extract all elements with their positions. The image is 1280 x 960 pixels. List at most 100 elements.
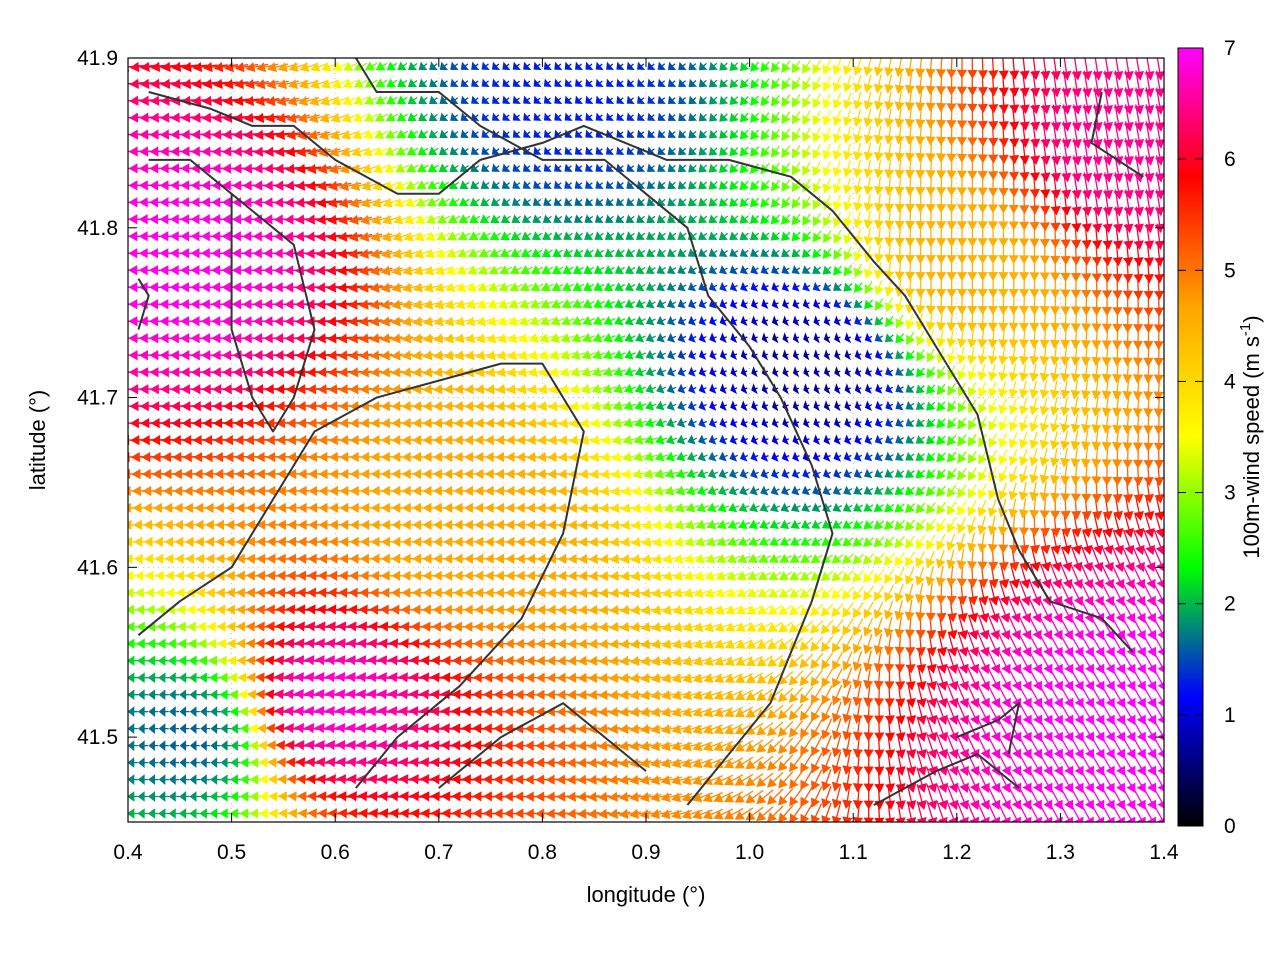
wind-arrow xyxy=(810,735,823,757)
wind-arrow xyxy=(1008,597,1021,624)
wind-arrow xyxy=(735,672,753,683)
wind-arrow xyxy=(956,699,969,725)
wind-arrow xyxy=(916,699,927,725)
wind-arrow xyxy=(894,616,905,639)
x-tick-label: 0.5 xyxy=(217,841,246,864)
wind-arrow xyxy=(863,650,874,673)
x-tick-label: 0.7 xyxy=(424,841,453,864)
wind-arrow xyxy=(821,652,834,670)
wind-arrow xyxy=(799,637,814,651)
colorbar-title-close: ) xyxy=(1239,315,1264,322)
wind-arrow xyxy=(800,803,813,822)
y-tick-label: 41.8 xyxy=(77,217,118,240)
wind-arrow xyxy=(883,616,894,638)
wind-arrow xyxy=(745,689,764,701)
wind-arrow xyxy=(821,701,833,723)
wind-arrow xyxy=(723,774,744,786)
wind-arrow xyxy=(148,757,159,768)
wind-arrow xyxy=(810,752,823,774)
wind-arrow xyxy=(927,665,938,691)
wind-arrow xyxy=(842,651,853,672)
wind-arrow xyxy=(926,716,938,743)
wind-arrow xyxy=(967,631,979,658)
wind-arrow xyxy=(189,723,200,734)
wind-arrow xyxy=(946,767,959,794)
wind-arrow xyxy=(734,790,754,803)
wind-arrow xyxy=(936,665,948,691)
wind-arrow xyxy=(904,616,916,639)
wind-arrow xyxy=(852,700,863,724)
wind-arrow xyxy=(831,701,842,723)
wind-arrow xyxy=(778,804,794,822)
wind-arrow xyxy=(756,755,774,770)
colorbar-tick-label: 7 xyxy=(1224,37,1236,60)
wind-arrow xyxy=(831,635,844,653)
wind-arrow xyxy=(767,738,784,754)
wind-arrow xyxy=(832,651,843,671)
wind-arrow xyxy=(179,791,190,802)
wind-arrow xyxy=(788,720,804,738)
wind-arrow xyxy=(745,705,764,718)
wind-arrow xyxy=(756,621,773,632)
wind-arrow xyxy=(767,805,784,822)
wind-arrow xyxy=(757,605,773,615)
wind-arrow xyxy=(946,784,959,811)
wind-arrow xyxy=(179,723,190,734)
wind-arrow xyxy=(767,721,784,737)
wind-arrow xyxy=(128,689,138,700)
wind-arrow xyxy=(842,751,853,775)
wind-arrow xyxy=(147,655,160,666)
x-tick-label: 0.4 xyxy=(113,841,143,864)
wind-arrow xyxy=(210,740,221,751)
wind-arrow xyxy=(831,751,842,775)
wind-arrow xyxy=(703,622,722,632)
wind-arrow xyxy=(842,717,853,741)
wind-arrow xyxy=(789,737,804,755)
wind-arrow xyxy=(842,700,853,724)
wind-arrow xyxy=(831,734,842,758)
wind-arrow xyxy=(714,605,732,615)
wind-arrow xyxy=(745,739,764,752)
wind-arrow xyxy=(137,808,149,819)
wind-arrow xyxy=(735,605,752,615)
wind-arrow xyxy=(996,648,1011,675)
wind-arrow xyxy=(956,648,969,675)
wind-arrow xyxy=(778,771,794,789)
wind-arrow xyxy=(821,685,833,705)
wind-arrow xyxy=(724,690,743,701)
wind-arrow xyxy=(714,639,733,649)
wind-arrow xyxy=(746,622,763,632)
wind-arrow xyxy=(821,768,832,792)
wind-arrow xyxy=(734,756,754,769)
wind-arrow xyxy=(873,633,884,655)
wind-arrow xyxy=(778,621,793,633)
wind-arrow xyxy=(936,733,948,760)
wind-arrow xyxy=(756,789,774,805)
colorbar-tick-label: 3 xyxy=(1224,482,1236,505)
wind-arrow xyxy=(137,740,149,751)
wind-arrow xyxy=(894,632,905,656)
x-tick-label: 1.1 xyxy=(839,841,868,864)
wind-arrow xyxy=(220,774,232,785)
wind-arrow xyxy=(128,706,138,717)
wind-arrow xyxy=(852,667,863,690)
wind-arrow xyxy=(220,757,232,768)
wind-arrow xyxy=(810,803,823,822)
wind-arrow xyxy=(735,622,753,632)
x-tick-label: 1.2 xyxy=(942,841,971,864)
wind-arrow xyxy=(831,718,842,741)
colorbar-title: 100m-wind speed (m s-1) xyxy=(1237,315,1264,558)
wind-arrow xyxy=(800,753,813,773)
wind-arrow xyxy=(976,682,990,708)
wind-arrow xyxy=(966,699,980,725)
wind-arrow xyxy=(966,665,980,692)
wind-arrow xyxy=(799,703,814,721)
wind-arrow xyxy=(714,622,732,632)
wind-arrow xyxy=(179,689,190,701)
wind-arrow xyxy=(966,682,980,708)
wind-arrow xyxy=(800,786,813,808)
wind-arrow xyxy=(915,599,926,622)
wind-arrow xyxy=(956,784,969,811)
wind-arrow xyxy=(778,604,793,616)
wind-arrow xyxy=(977,614,990,640)
